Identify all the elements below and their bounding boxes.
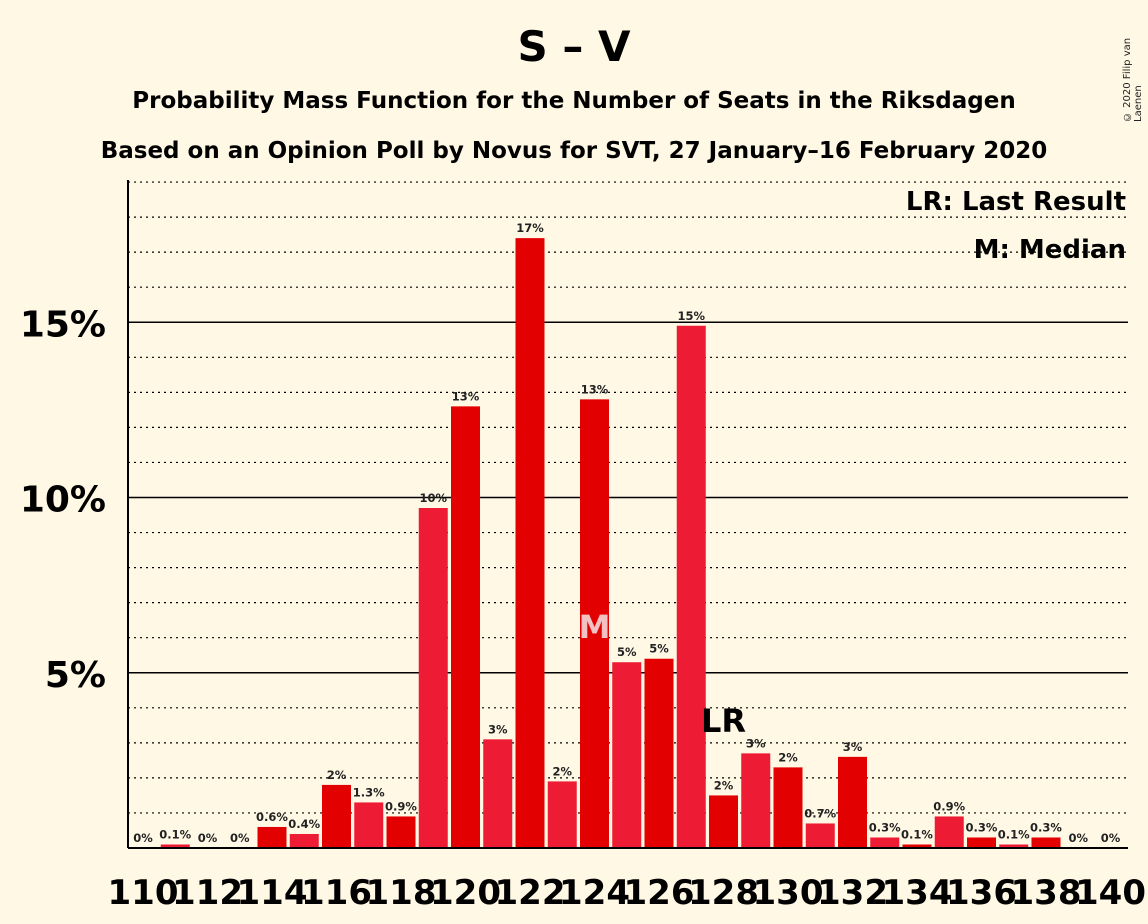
bar: [547, 781, 577, 848]
x-tick-label: 110: [108, 873, 179, 913]
bar-value-label: 13%: [581, 382, 609, 396]
bar-value-label: 13%: [452, 389, 480, 403]
bar-value-label: 0.1%: [159, 827, 191, 841]
y-tick-label: 15%: [20, 304, 106, 345]
bar: [451, 406, 480, 848]
bar: [676, 325, 706, 848]
bar-value-label: 0.1%: [998, 827, 1030, 841]
x-tick-label: 118: [366, 873, 437, 913]
bar: [322, 784, 351, 848]
y-tick-label: 10%: [20, 480, 106, 521]
bar: [354, 802, 384, 848]
bar: [612, 662, 642, 848]
legend-last-result: LR: Last Result: [906, 187, 1126, 217]
x-tick-label: 136: [946, 873, 1017, 913]
x-tick-label: 130: [753, 873, 824, 913]
bar-value-label: 5%: [617, 645, 637, 659]
bar-value-label: 0.3%: [1030, 820, 1062, 834]
bar-value-label: 17%: [516, 221, 544, 235]
x-tick-label: 122: [495, 873, 566, 913]
bar: [257, 826, 287, 848]
x-tick-label: 114: [237, 873, 308, 913]
bar: [741, 753, 771, 848]
last-result-marker: LR: [701, 702, 746, 740]
bar: [934, 816, 964, 848]
bar-value-label: 0.7%: [804, 806, 836, 820]
bar: [870, 837, 900, 848]
x-tick-label: 112: [172, 873, 243, 913]
bar: [838, 756, 867, 848]
x-tick-label: 124: [559, 873, 630, 913]
x-tick-label: 128: [688, 873, 759, 913]
x-tick-label: 126: [624, 873, 695, 913]
bar: [773, 767, 803, 848]
bar: [967, 837, 996, 848]
legend-median: M: Median: [974, 235, 1126, 265]
bar: [999, 844, 1029, 848]
bar-value-label: 5%: [649, 642, 669, 656]
bar-value-label: 0.3%: [869, 820, 901, 834]
bar: [580, 399, 609, 848]
bar-value-label: 0.1%: [901, 827, 933, 841]
bar-value-label: 2%: [327, 768, 347, 782]
chart-subtitle-poll: Based on an Opinion Poll by Novus for SV…: [100, 138, 1048, 164]
bar-value-label: 2%: [552, 764, 572, 778]
bar-value-label: 0%: [1068, 831, 1088, 845]
bar: [483, 739, 513, 848]
y-tick-label: 5%: [45, 655, 106, 696]
bar-value-label: 0.9%: [385, 799, 417, 813]
x-tick-label: 132: [817, 873, 888, 913]
x-tick-label: 116: [301, 873, 372, 913]
bar-value-label: 2%: [778, 750, 798, 764]
bar: [644, 658, 674, 848]
bar-value-label: 0.9%: [933, 799, 965, 813]
bar: [289, 833, 319, 848]
bar-value-label: 3%: [488, 722, 508, 736]
chart-title: S – V: [517, 22, 631, 71]
x-tick-label: 120: [430, 873, 501, 913]
bar-value-label: 0.3%: [966, 820, 998, 834]
bar-value-label: 0%: [198, 831, 218, 845]
bar: [386, 816, 416, 848]
median-marker: M: [579, 608, 611, 646]
bar: [805, 823, 835, 848]
bar: [515, 238, 545, 848]
bar-value-label: 2%: [714, 778, 734, 792]
bar-value-label: 0%: [230, 831, 250, 845]
bar: [902, 844, 932, 848]
bar-value-label: 3%: [843, 740, 863, 754]
x-tick-label: 138: [1011, 873, 1082, 913]
bar-value-label: 10%: [419, 491, 447, 505]
bar-value-label: 3%: [746, 736, 766, 750]
chart-subtitle: Probability Mass Function for the Number…: [132, 88, 1016, 114]
x-tick-label: 134: [882, 873, 953, 913]
bar-value-label: 15%: [677, 309, 705, 323]
bar-value-label: 1.3%: [353, 785, 385, 799]
x-tick-label: 140: [1075, 873, 1146, 913]
bar-value-label: 0.4%: [288, 817, 320, 831]
bar: [1031, 837, 1061, 848]
bar-value-label: 0.6%: [256, 810, 288, 824]
bar-value-label: 0%: [1101, 831, 1121, 845]
bar: [160, 844, 190, 848]
bar: [709, 795, 738, 848]
bar-value-label: 0%: [133, 831, 153, 845]
bar: [418, 508, 448, 848]
